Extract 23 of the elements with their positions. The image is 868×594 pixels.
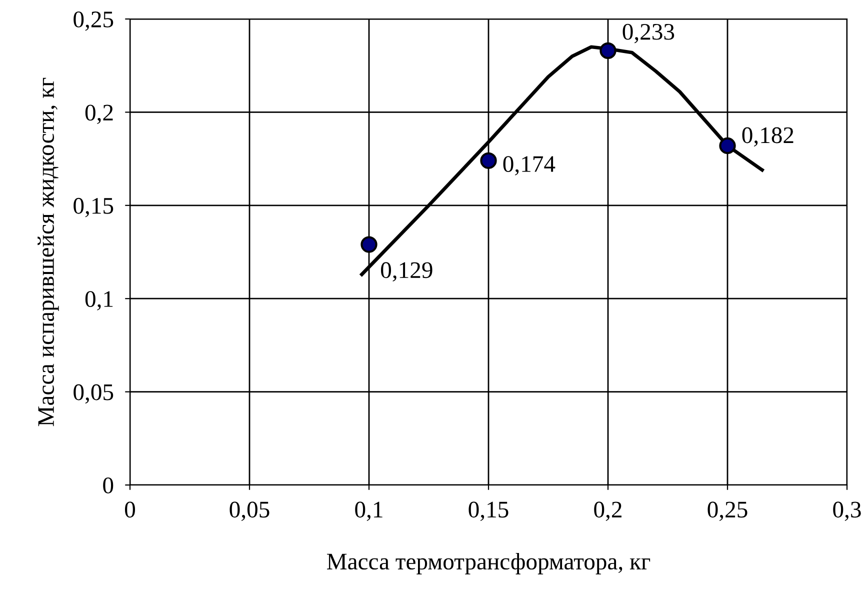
point — [480, 152, 497, 169]
y-tick-label: 0,1 — [85, 291, 113, 310]
data-label: 0,129 — [381, 262, 432, 282]
x-tick-label: 0,2 — [594, 502, 622, 521]
y-axis-title: Масса испарившейся жидкости, кг — [38, 78, 59, 426]
point — [719, 137, 736, 154]
x-tick-label: 0,15 — [468, 502, 508, 521]
point — [360, 236, 378, 253]
x-tick-label: 0,05 — [230, 502, 270, 521]
data-label: 0,182 — [742, 127, 794, 147]
data-label: 0,233 — [622, 24, 674, 44]
y-tick-label: 0,05 — [74, 384, 114, 404]
point — [600, 42, 616, 60]
y-tick-label: 0,2 — [85, 104, 113, 124]
x-axis-title: Масса термотрансформатора, кг — [327, 552, 650, 574]
x-tick-label: 0,3 — [833, 502, 861, 521]
y-tick-label: 0 — [103, 477, 114, 494]
x-tick-label: 0,25 — [708, 502, 748, 521]
y-tick-label: 0,25 — [74, 11, 114, 31]
x-tick-label: 0,1 — [355, 502, 382, 521]
y-tick-label: 0,15 — [74, 198, 114, 218]
x-tick-label: 0 — [124, 502, 136, 518]
data-label: 0,174 — [503, 156, 556, 176]
